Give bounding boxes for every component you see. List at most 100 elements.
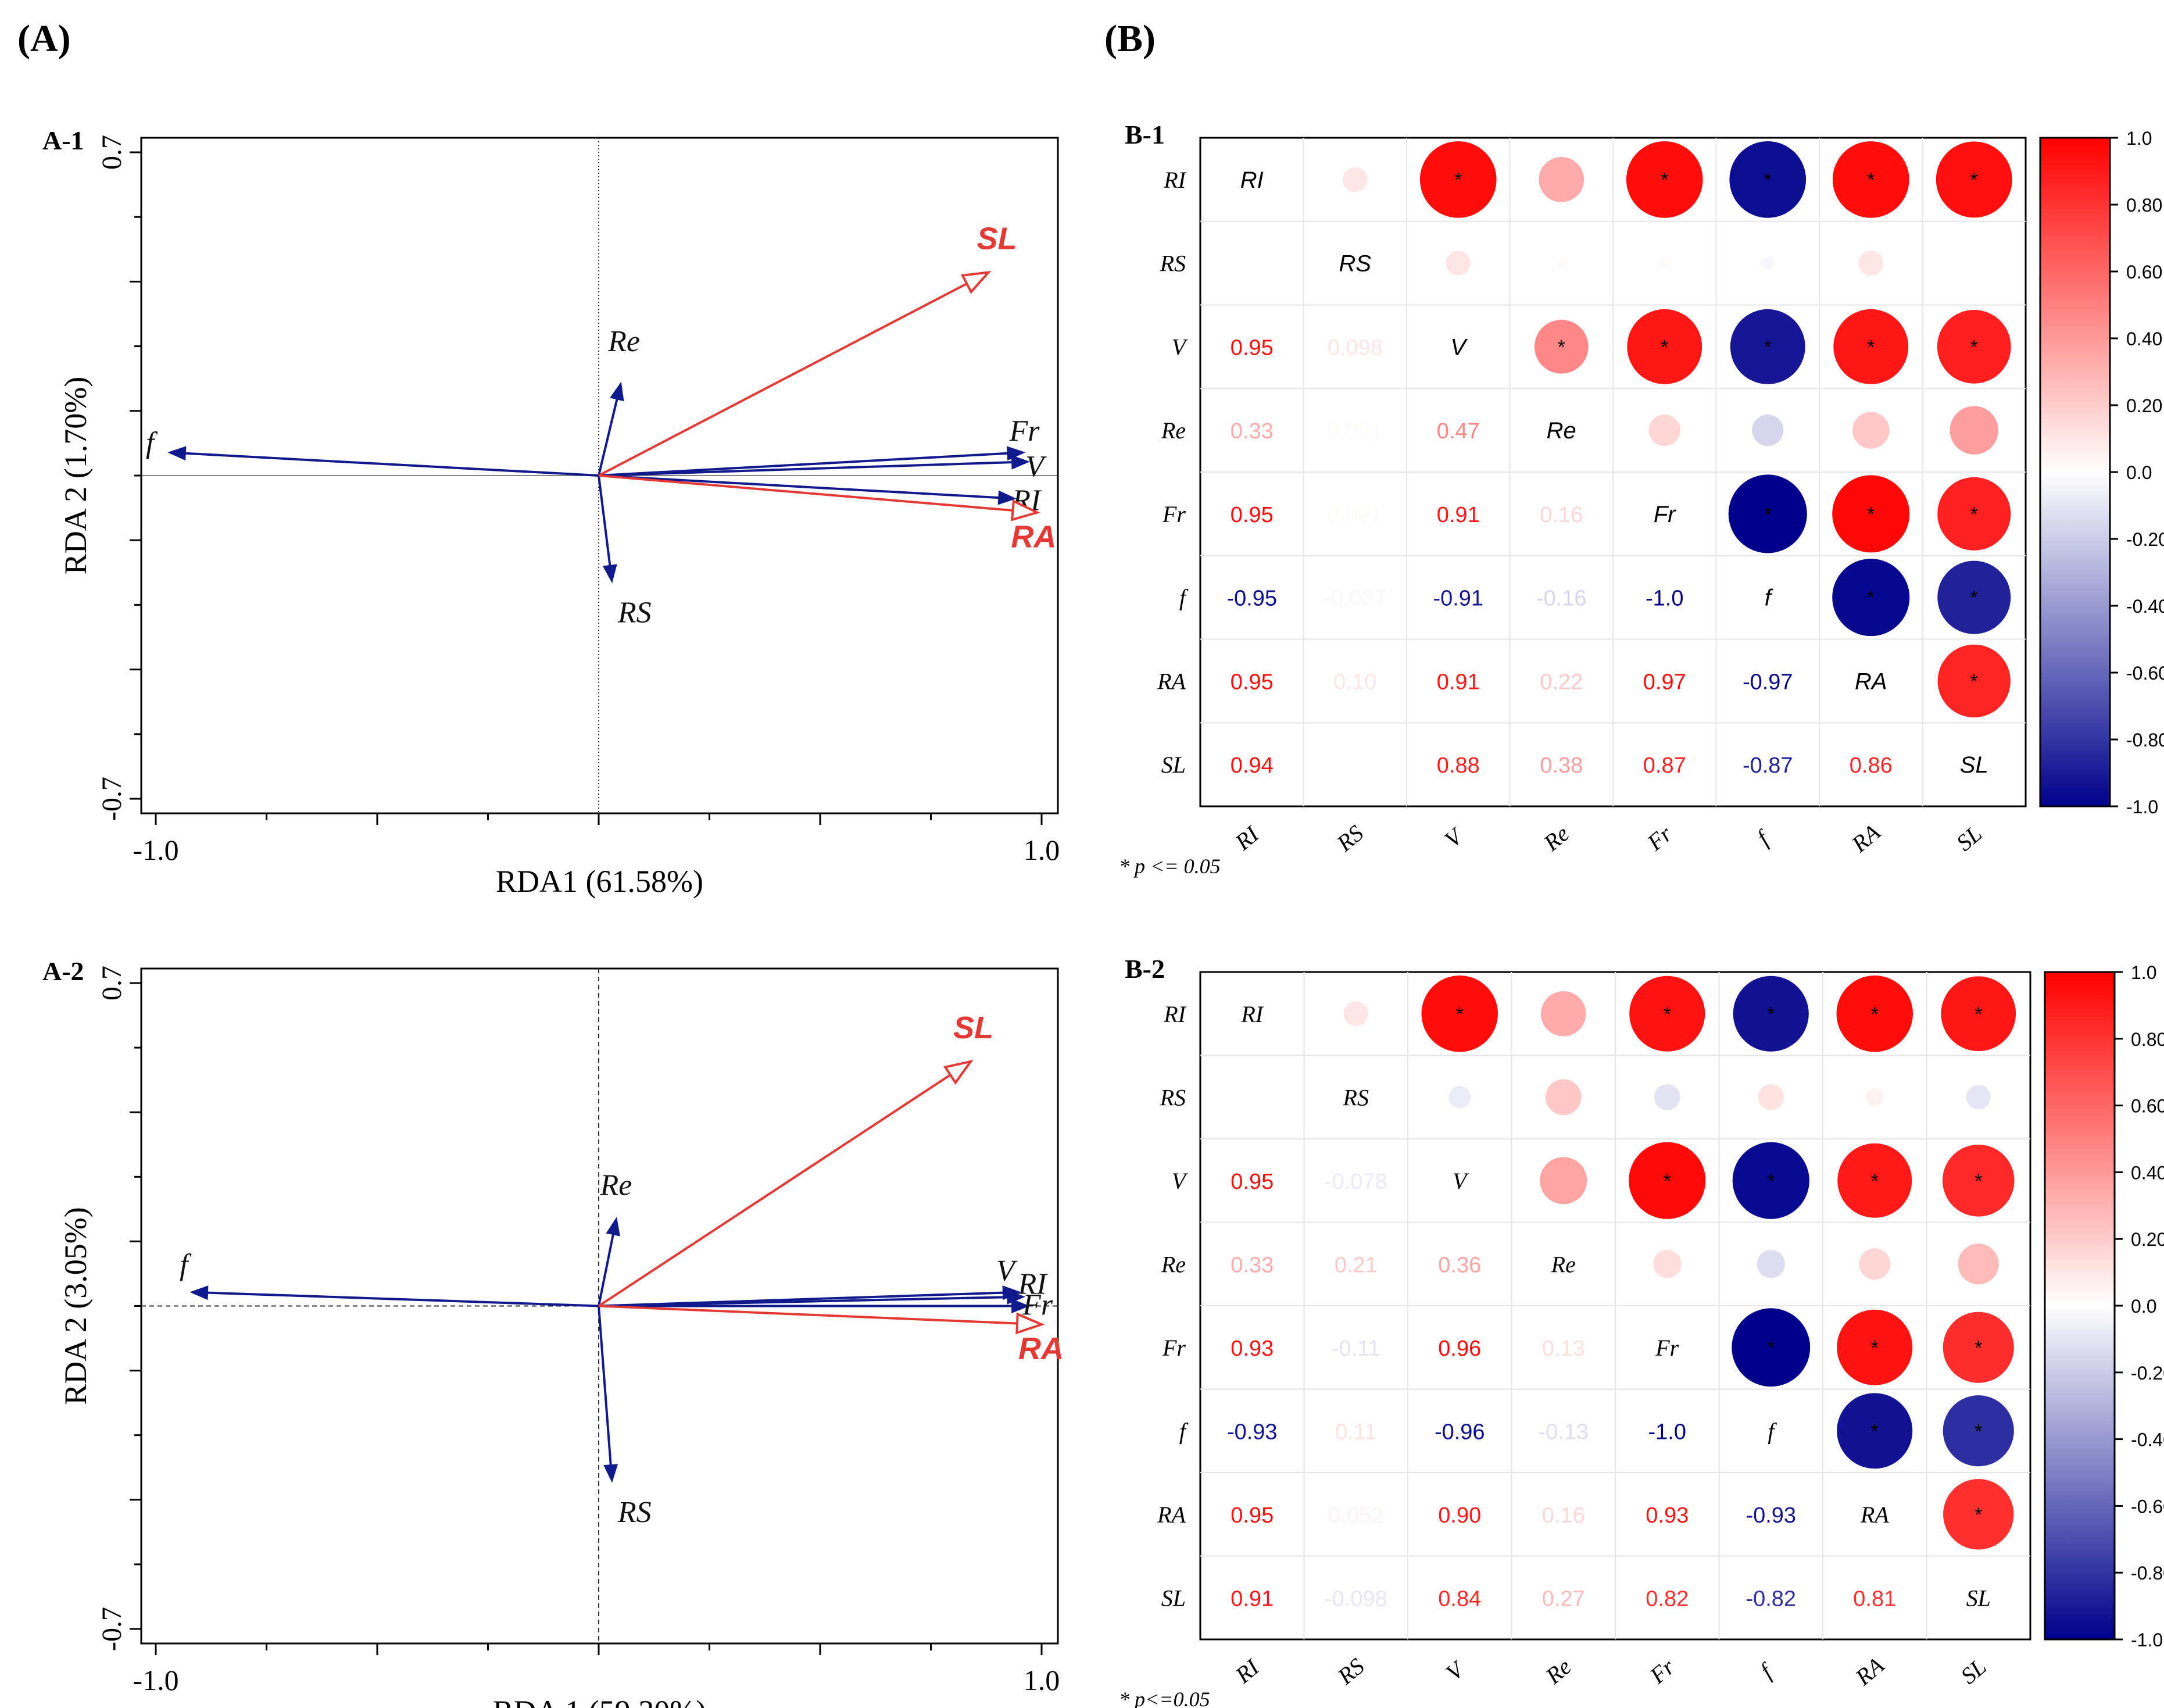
correlation-value: 0.93 xyxy=(1646,1503,1689,1528)
col-label-RS: RS xyxy=(1332,1653,1369,1690)
correlation-value: 0.87 xyxy=(1643,753,1686,778)
vector-head-SL xyxy=(943,1059,974,1085)
colorbar-tick-label: -0.80 xyxy=(2131,1563,2164,1584)
diagonal-label: RI xyxy=(1240,1001,1264,1027)
correlation-value: -0.078 xyxy=(1325,1170,1387,1194)
correlation-circle xyxy=(1943,1479,2014,1550)
correlation-value: -0.96 xyxy=(1435,1420,1485,1444)
x-tick-label: 1.0 xyxy=(1024,1664,1060,1696)
vector-head-f xyxy=(189,1285,209,1300)
correlation-circle xyxy=(1648,415,1680,446)
significance-note: * p<=0.05 xyxy=(1119,1688,1210,1708)
correlation-circle xyxy=(1936,141,2012,218)
correlation-value: 0.93 xyxy=(1231,1337,1274,1361)
correlation-value: 0.86 xyxy=(1850,753,1893,778)
colorbar-tick-label: -1.0 xyxy=(2126,796,2158,817)
vector-Re xyxy=(598,398,618,476)
vector-label-Fr: Fr xyxy=(1022,1289,1053,1322)
colorbar-tick-label: 0.0 xyxy=(2126,462,2152,483)
colorbar-tick-label: -0.40 xyxy=(2131,1430,2164,1450)
correlation-circle xyxy=(1421,976,1498,1052)
correlation-circle xyxy=(1730,309,1805,384)
x-tick-label: 1.0 xyxy=(1024,834,1060,866)
diagonal-label: RS xyxy=(1339,251,1371,277)
correlation-value: 0.91 xyxy=(1231,1586,1274,1611)
panel-a-label: (A) xyxy=(17,17,71,60)
significance-star: * xyxy=(1454,169,1462,191)
row-label-RA: RA xyxy=(1157,1502,1186,1528)
correlation-circle xyxy=(1343,1001,1369,1027)
x-tick-label: -1.0 xyxy=(133,1664,178,1696)
correlation-value: 0.95 xyxy=(1231,503,1274,527)
correlation-circle xyxy=(1757,1249,1786,1278)
significance-star: * xyxy=(1764,503,1772,526)
correlation-value: 0.36 xyxy=(1438,1253,1481,1277)
vector-label-V: V xyxy=(996,1255,1018,1288)
colorbar-tick-label: 0.40 xyxy=(2126,328,2162,349)
diagonal-label: Re xyxy=(1551,1251,1576,1277)
col-label-SL: SL xyxy=(1955,1653,1991,1689)
significance-star: * xyxy=(1975,1337,1982,1359)
correlation-circle xyxy=(1859,1248,1891,1280)
row-label-RI: RI xyxy=(1163,1001,1186,1027)
correlation-circle xyxy=(1966,1085,1991,1110)
col-label-f: f xyxy=(1755,1657,1779,1684)
correlation-circle xyxy=(1837,1393,1913,1469)
correlation-circle xyxy=(1629,1142,1706,1219)
significance-star: * xyxy=(1975,1420,1982,1442)
correlation-circle xyxy=(1419,141,1497,218)
y-tick-label: 0.7 xyxy=(96,135,127,170)
correlation-circle xyxy=(1627,309,1702,384)
correlation-value: 0.0008 xyxy=(1321,753,1389,778)
correlation-circle xyxy=(1865,1088,1884,1106)
correlation-circle xyxy=(1837,1143,1912,1218)
significance-star: * xyxy=(1871,1170,1879,1192)
significance-star: * xyxy=(1871,1003,1879,1025)
vector-label-RI: RI xyxy=(1018,1268,1049,1301)
panel-b-label: (B) xyxy=(1104,17,1156,60)
correlation-value: 0.88 xyxy=(1437,753,1480,778)
colorbar-tick-label: -1.0 xyxy=(2131,1630,2163,1650)
diagonal-label: RA xyxy=(1855,669,1887,694)
vector-head-RA xyxy=(1010,499,1040,521)
correlation-value: -0.97 xyxy=(1743,670,1793,694)
row-label-RS: RS xyxy=(1160,251,1186,277)
correlation-circle xyxy=(1545,1079,1582,1116)
correlation-value: 0.91 xyxy=(1437,503,1480,527)
vector-label-RS: RS xyxy=(617,1496,652,1529)
correlation-value: 0.16 xyxy=(1540,503,1583,527)
correlation-value: 0.97 xyxy=(1643,670,1686,694)
significance-star: * xyxy=(1970,336,1978,358)
significance-star: * xyxy=(1661,169,1668,191)
correlation-value: -0.93 xyxy=(1745,1503,1796,1528)
correlation-circle xyxy=(1950,406,1998,455)
diagonal-label: SL xyxy=(1966,1585,1991,1611)
correlation-value: -0.82 xyxy=(1745,1586,1796,1611)
vector-label-Fr: Fr xyxy=(1009,415,1040,448)
correlation-circle xyxy=(1729,141,1807,218)
colorbar-tick-label: -0.80 xyxy=(2126,730,2164,751)
correlation-circle xyxy=(1942,1144,2015,1217)
panel-title: B-2 xyxy=(1125,954,1165,984)
vector-head-RA xyxy=(1015,1312,1045,1335)
correlation-value: 0.33 xyxy=(1231,419,1274,444)
correlation-value: 0.90 xyxy=(1438,1503,1481,1528)
x-tick-label: -1.0 xyxy=(133,834,178,866)
correlation-value: 0.96 xyxy=(1438,1337,1481,1361)
y-axis-label: RDA 2 (3.05%) xyxy=(58,1207,93,1405)
diagonal-label: V xyxy=(1450,334,1468,360)
col-label-RI: RI xyxy=(1229,820,1264,855)
significance-star: * xyxy=(1664,1003,1671,1025)
row-label-V: V xyxy=(1172,334,1189,360)
significance-star: * xyxy=(1764,336,1772,358)
correlation-circle xyxy=(1937,644,2011,718)
vector-label-Re: Re xyxy=(607,325,640,358)
correlation-value: 0.21 xyxy=(1335,1253,1378,1277)
row-label-RI: RI xyxy=(1163,167,1186,193)
correlation-value: 0.91 xyxy=(1437,670,1480,694)
col-label-RS: RS xyxy=(1331,820,1368,857)
vector-label-f: f xyxy=(180,1249,192,1282)
correlation-circle xyxy=(1836,976,1913,1052)
significance-star: * xyxy=(1767,1337,1775,1359)
panel-title: A-2 xyxy=(42,956,84,986)
